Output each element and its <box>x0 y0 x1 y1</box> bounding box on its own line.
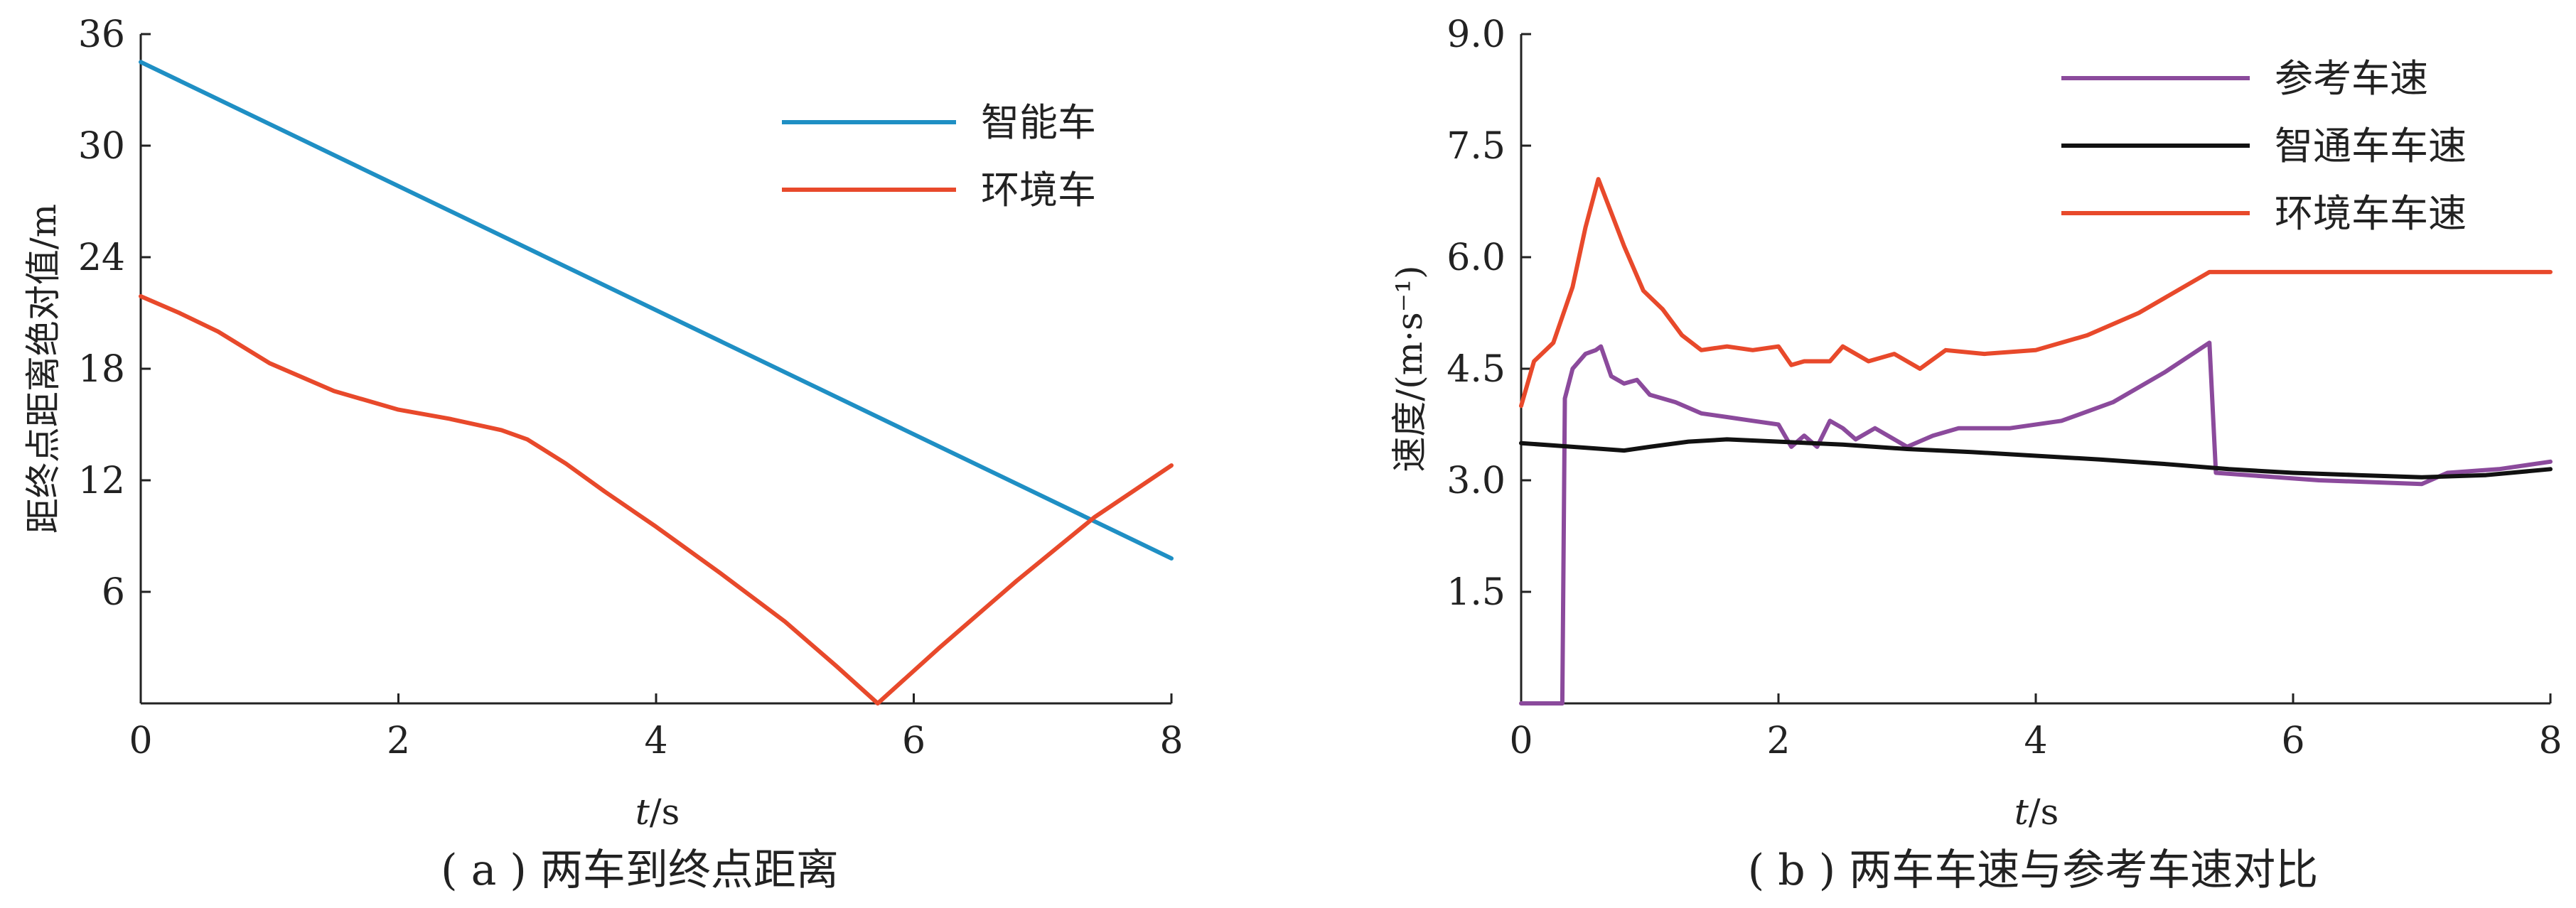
x-tick-label: 0 <box>129 720 152 762</box>
x-tick-label: 2 <box>1766 720 1790 762</box>
legend-label: 智能车 <box>981 100 1096 145</box>
y-tick-label: 4.5 <box>1447 348 1506 391</box>
legend-label: 环境车 <box>981 168 1096 212</box>
x-axis-var: t <box>635 791 650 833</box>
y-tick-label: 1.5 <box>1447 571 1506 614</box>
y-tick-label: 3.0 <box>1447 460 1506 502</box>
y-axis-label: 距终点距离绝对值/m <box>23 204 64 534</box>
x-tick-label: 8 <box>2538 720 2562 762</box>
legend-label: 环境车车速 <box>2275 191 2467 236</box>
chart-caption: ( b ) 两车车速与参考车速对比 <box>1748 845 2318 895</box>
series-line <box>1519 340 2553 706</box>
y-tick-label: 18 <box>78 348 125 391</box>
series-line <box>1519 177 2553 409</box>
x-tick-label: 8 <box>1159 720 1183 762</box>
x-tick-label: 6 <box>902 720 925 762</box>
series-line <box>139 294 1174 706</box>
series-line <box>1519 437 2553 480</box>
x-axis-unit: /s <box>2029 791 2059 833</box>
y-tick-label: 9.0 <box>1447 13 1506 56</box>
x-tick-label: 4 <box>644 720 667 762</box>
y-tick-label: 7.5 <box>1447 125 1506 168</box>
series-line <box>139 60 1174 561</box>
chart-b: 0 2 4 6 8 1.5 3.0 4.5 6.0 7.5 9.0 t/s 速度/(m·s⁻¹) ( b … <box>1389 13 2562 895</box>
y-tick-label: 6.0 <box>1447 237 1506 279</box>
x-tick-label: 4 <box>2024 720 2047 762</box>
x-axis-var: t <box>2014 791 2029 833</box>
chart-caption: ( a ) 两车到终点距离 <box>441 845 839 895</box>
x-axis-label: t/s <box>635 791 680 833</box>
legend-label: 参考车速 <box>2275 56 2428 101</box>
y-tick-label: 12 <box>78 460 125 502</box>
y-tick-label: 24 <box>78 237 125 279</box>
y-tick-label: 30 <box>78 125 125 168</box>
legend-label: 智通车车速 <box>2275 124 2467 168</box>
x-tick-label: 2 <box>387 720 410 762</box>
x-tick-label: 6 <box>2281 720 2304 762</box>
y-tick-label: 36 <box>78 13 125 56</box>
y-axis-label: 速度/(m·s⁻¹) <box>1389 265 1430 472</box>
y-tick-label: 6 <box>102 571 125 614</box>
x-axis-unit: /s <box>650 791 680 833</box>
x-tick-label: 0 <box>1509 720 1533 762</box>
x-axis-label: t/s <box>2014 791 2059 833</box>
